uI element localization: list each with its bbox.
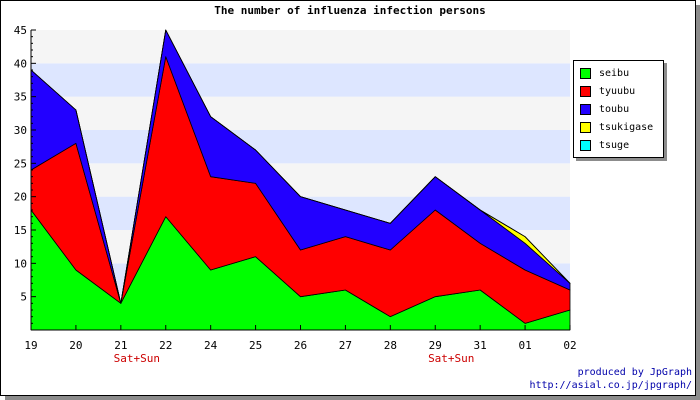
y-tick-label: 30 bbox=[14, 124, 27, 137]
x-tick-label: 02 bbox=[563, 339, 576, 352]
legend-item-tsuge: tsuge bbox=[574, 136, 663, 154]
y-tick-label: 20 bbox=[14, 191, 27, 204]
x-tick-label: 20 bbox=[69, 339, 82, 352]
legend-item-tsukigase: tsukigase bbox=[574, 118, 663, 136]
legend: seibu tyuubu toubu tsukigase tsuge bbox=[573, 60, 664, 158]
credit: produced by JpGraph http://asial.co.jp/j… bbox=[529, 366, 692, 392]
x-category-note: Sat+Sun bbox=[428, 352, 474, 365]
legend-label: tsuge bbox=[599, 139, 630, 151]
x-tick-label: 29 bbox=[429, 339, 442, 352]
legend-swatch bbox=[580, 103, 591, 115]
credit-line-1: produced by JpGraph bbox=[577, 367, 692, 378]
chart-title: The number of influenza infection person… bbox=[214, 4, 486, 17]
background-band bbox=[31, 96, 570, 130]
legend-swatch bbox=[580, 139, 591, 151]
background-band bbox=[31, 30, 570, 64]
x-axis-ticks: 19 20 21 22 24 25 26 27 28 29 31 01 02 Sat+Sun Sat+Sun bbox=[24, 325, 577, 365]
x-tick-label: 01 bbox=[518, 339, 531, 352]
x-tick-label: 31 bbox=[474, 339, 487, 352]
background-band bbox=[31, 130, 570, 164]
legend-item-toubu: toubu bbox=[574, 100, 663, 118]
legend-swatch bbox=[580, 85, 591, 97]
background-band bbox=[31, 163, 570, 197]
y-tick-label: 15 bbox=[14, 224, 27, 237]
x-tick-label: 27 bbox=[339, 339, 352, 352]
area-tsuge bbox=[30, 29, 571, 304]
y-tick-label: 25 bbox=[14, 157, 27, 170]
y-tick-label: 35 bbox=[14, 91, 27, 104]
x-category-note: Sat+Sun bbox=[114, 352, 160, 365]
x-tick-label: 21 bbox=[114, 339, 127, 352]
x-tick-label: 26 bbox=[294, 339, 307, 352]
legend-label: tyuubu bbox=[599, 85, 636, 97]
credit-line-2[interactable]: http://asial.co.jp/jpgraph/ bbox=[529, 380, 692, 391]
legend-label: tsukigase bbox=[599, 121, 654, 133]
legend-item-seibu: seibu bbox=[574, 64, 663, 82]
background-band bbox=[31, 63, 570, 97]
legend-swatch bbox=[580, 121, 591, 133]
x-tick-label: 25 bbox=[249, 339, 262, 352]
y-tick-label: 45 bbox=[14, 24, 27, 37]
x-tick-label: 28 bbox=[384, 339, 397, 352]
y-tick-label: 40 bbox=[14, 57, 27, 70]
y-tick-label: 5 bbox=[20, 291, 27, 304]
legend-label: seibu bbox=[599, 67, 630, 79]
legend-item-tyuubu: tyuubu bbox=[574, 82, 663, 100]
y-tick-label: 10 bbox=[14, 257, 27, 270]
x-tick-label: 24 bbox=[204, 339, 218, 352]
x-tick-label: 19 bbox=[24, 339, 37, 352]
x-tick-label: 22 bbox=[159, 339, 172, 352]
area-series-layer bbox=[30, 29, 571, 331]
y-axis-ticks: 5 10 15 20 25 30 35 40 45 bbox=[14, 24, 36, 324]
legend-label: toubu bbox=[599, 103, 630, 115]
legend-swatch bbox=[580, 67, 591, 79]
